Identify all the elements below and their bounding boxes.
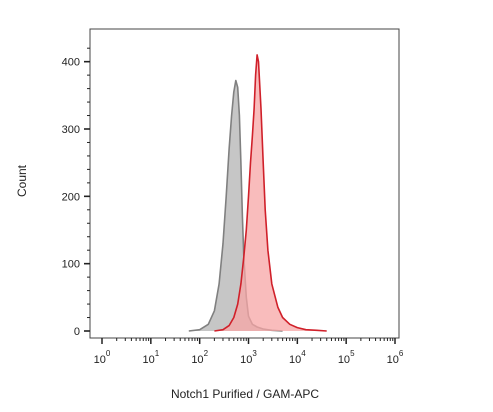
x-tick-label: 101	[142, 349, 159, 366]
y-tick-label: 400	[62, 57, 80, 69]
y-tick-label: 200	[62, 191, 80, 203]
axis-layer: 0 100 200 300 400 100 101 102 103 104 105 106	[62, 47, 404, 366]
x-tick-label: 103	[240, 349, 257, 366]
series-layer	[188, 54, 327, 332]
y-tick-label: 300	[62, 124, 80, 136]
x-tick-label: 104	[289, 349, 306, 366]
x-tick-label: 100	[94, 349, 111, 366]
y-axis-title: Count	[15, 164, 29, 197]
x-tick-label: 102	[191, 349, 208, 366]
series-1-line	[214, 54, 327, 332]
x-axis-title: Notch1 Purified / GAM-APC	[171, 387, 319, 401]
x-tick-label: 105	[338, 349, 355, 366]
x-tick-label: 106	[387, 349, 404, 366]
y-tick-label: 100	[62, 259, 80, 271]
series-0-area	[188, 80, 283, 331]
y-tick-label: 0	[74, 326, 80, 338]
